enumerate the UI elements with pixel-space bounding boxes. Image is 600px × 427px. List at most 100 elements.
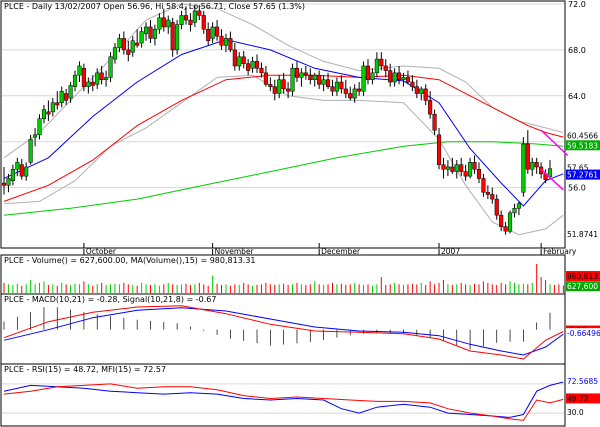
ma-long-line xyxy=(3,141,564,216)
rsi-value-label-1: 48.72 xyxy=(566,393,600,404)
candle-64 xyxy=(286,82,291,99)
rsi-line xyxy=(3,383,564,421)
candle-27 xyxy=(121,31,126,55)
candle-body-61 xyxy=(272,86,277,94)
volume-panel-frame xyxy=(0,254,566,296)
price-tick-label-4: 72.0 xyxy=(568,0,586,9)
candle-body-65 xyxy=(290,68,295,92)
rsi-value-label-0-bg xyxy=(566,376,600,387)
rsi-panel: 72.5685 48.72 30.0 PLCE - RSI(15) = 48.72,… xyxy=(0,363,600,427)
candle-body-60 xyxy=(268,84,273,87)
candle-18 xyxy=(81,63,86,92)
candle-body-53 xyxy=(237,56,242,67)
mfi-line xyxy=(3,381,564,418)
candle-119 xyxy=(530,157,535,177)
candle-body-75 xyxy=(334,81,339,92)
candle-body-22 xyxy=(99,72,104,80)
rsi-right-labels: 72.5685 48.72 30.0 xyxy=(566,376,600,418)
candle-body-21 xyxy=(95,72,100,85)
candle-95 xyxy=(423,84,428,105)
candle-46 xyxy=(206,22,211,46)
price-panel: 56.060.064.068.072.0 OctoberNovemberDece… xyxy=(0,0,600,256)
candle-body-18 xyxy=(81,68,86,87)
month-label-3: 2007 xyxy=(441,247,460,256)
candle-body-90 xyxy=(401,77,406,80)
candle-10 xyxy=(46,100,51,122)
candle-body-116 xyxy=(516,203,521,209)
candle-15 xyxy=(68,82,73,103)
candle-body-77 xyxy=(343,88,348,94)
candle-47 xyxy=(210,22,215,44)
candle-44 xyxy=(197,5,202,21)
price-tick-label-2: 64.0 xyxy=(568,92,586,101)
candle-body-85 xyxy=(379,58,384,67)
candle-body-118 xyxy=(525,143,530,170)
ma-mid-line xyxy=(3,74,564,202)
candle-43 xyxy=(192,6,197,27)
candle-body-81 xyxy=(361,65,366,92)
candle-body-68 xyxy=(303,72,308,76)
candle-37 xyxy=(166,15,171,34)
candle-85 xyxy=(379,52,384,71)
candle-body-108 xyxy=(481,178,486,193)
candle-75 xyxy=(334,77,339,96)
price-title: PLCE - Daily 13/02/2007 Open 56.96, Hi 5… xyxy=(4,2,305,11)
candle-93 xyxy=(414,79,419,99)
wedge-line-0 xyxy=(540,129,569,157)
price-tick-label-3: 68.0 xyxy=(568,46,586,55)
candle-58 xyxy=(259,62,264,78)
bollinger-lower-line xyxy=(3,74,564,236)
candle-69 xyxy=(308,68,313,85)
month-label-4: February xyxy=(543,247,577,256)
candle-body-111 xyxy=(494,198,499,216)
candle-body-12 xyxy=(55,102,60,106)
candle-body-14 xyxy=(64,93,69,101)
candle-body-3 xyxy=(15,162,20,170)
candle-59 xyxy=(263,65,268,87)
candle-body-76 xyxy=(339,81,344,90)
price-value-label-2: 57.65 xyxy=(566,162,600,173)
candle-body-5 xyxy=(24,166,29,177)
price-value-label-1-bg xyxy=(566,140,600,151)
candle-body-20 xyxy=(90,81,95,86)
candle-body-35 xyxy=(157,17,162,30)
candle-100 xyxy=(445,160,450,177)
candle-body-40 xyxy=(179,15,184,25)
candle-body-117 xyxy=(521,143,526,193)
candle-body-84 xyxy=(374,58,379,74)
candle-24 xyxy=(108,52,113,83)
candle-62 xyxy=(277,75,282,99)
candle-body-36 xyxy=(161,17,166,28)
volume-value-label-0: 980,813 xyxy=(566,271,600,282)
price-panel-frame xyxy=(0,0,566,249)
candle-113 xyxy=(503,222,508,235)
candle-body-80 xyxy=(357,88,362,92)
candle-30 xyxy=(135,29,140,48)
candle-92 xyxy=(410,75,415,92)
moving-averages xyxy=(3,39,564,216)
candle-body-46 xyxy=(206,28,211,41)
candle-body-55 xyxy=(246,63,251,71)
price-value-label-0: 60.4566 xyxy=(566,130,600,141)
candle-body-70 xyxy=(312,74,317,80)
candle-89 xyxy=(397,65,402,85)
candle-117 xyxy=(521,137,526,197)
candle-87 xyxy=(388,63,393,87)
candle-118 xyxy=(525,130,530,174)
candle-body-25 xyxy=(112,47,118,60)
candle-body-113 xyxy=(503,226,508,232)
candle-77 xyxy=(343,79,348,99)
candle-body-69 xyxy=(308,74,313,80)
candle-body-112 xyxy=(499,214,504,227)
candle-body-66 xyxy=(294,68,300,78)
candle-body-78 xyxy=(348,93,353,99)
price-value-label-4-bg xyxy=(566,229,600,240)
candle-109 xyxy=(485,185,490,200)
candle-45 xyxy=(201,10,206,34)
candle-101 xyxy=(450,157,455,174)
candle-115 xyxy=(512,203,517,218)
candle-7 xyxy=(33,127,38,147)
candle-35 xyxy=(157,13,162,34)
candle-body-62 xyxy=(277,79,282,94)
